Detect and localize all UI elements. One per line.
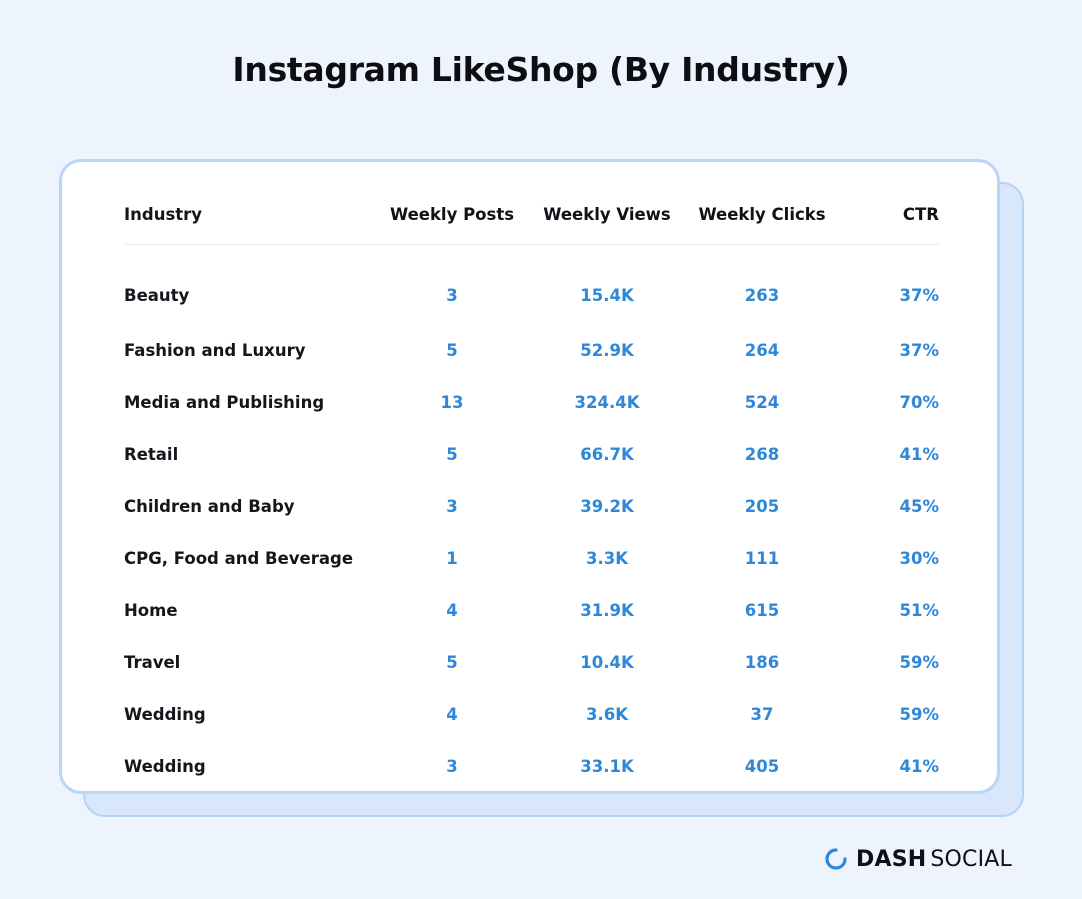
- industry-table: Industry Weekly Posts Weekly Views Weekl…: [124, 192, 939, 792]
- cell-weekly-clicks: 111: [744, 548, 780, 568]
- cell-weekly-clicks: 268: [744, 444, 780, 464]
- cell-weekly-posts: 3: [446, 496, 458, 516]
- cell-ctr: 45%: [899, 496, 940, 516]
- cell-weekly-clicks: 524: [744, 392, 780, 412]
- page-title: Instagram LikeShop (By Industry): [232, 50, 850, 89]
- cell-ctr: 59%: [899, 652, 940, 672]
- cell-weekly-posts: 4: [446, 704, 458, 724]
- column-header-weekly-clicks: Weekly Clicks: [692, 192, 832, 245]
- cell-weekly-views: 10.4K: [580, 652, 634, 672]
- table-row: Beauty 3 15.4K 263 37%: [124, 244, 939, 324]
- cell-ctr: 51%: [899, 600, 940, 620]
- cell-weekly-posts: 5: [446, 340, 458, 360]
- table-row: Home 4 31.9K 615 51%: [124, 584, 939, 636]
- table-row: Media and Publishing 13 324.4K 524 70%: [124, 376, 939, 428]
- cell-weekly-clicks: 186: [744, 652, 780, 672]
- table-header-row: Industry Weekly Posts Weekly Views Weekl…: [124, 192, 939, 245]
- cell-ctr: 41%: [899, 444, 940, 464]
- cell-weekly-posts: 3: [446, 756, 458, 776]
- cell-industry: Beauty: [124, 285, 190, 305]
- cell-ctr: 59%: [899, 704, 940, 724]
- cell-weekly-views: 33.1K: [580, 756, 634, 776]
- cell-ctr: 70%: [899, 392, 940, 412]
- brand-logo: DASH SOCIAL: [825, 844, 1012, 874]
- cell-ctr: 30%: [899, 548, 940, 568]
- table-row: Retail 5 66.7K 268 41%: [124, 428, 939, 480]
- cell-weekly-posts: 5: [446, 444, 458, 464]
- table-row: Wedding 3 33.1K 405 41%: [124, 740, 939, 792]
- table-row: Children and Baby 3 39.2K 205 45%: [124, 480, 939, 532]
- cell-weekly-views: 324.4K: [574, 392, 640, 412]
- cell-weekly-clicks: 405: [744, 756, 780, 776]
- cell-industry: Wedding: [124, 704, 206, 724]
- cell-industry: CPG, Food and Beverage: [124, 548, 354, 568]
- cell-weekly-clicks: 615: [744, 600, 780, 620]
- dash-social-logo-icon: [825, 848, 847, 870]
- cell-industry: Travel: [124, 652, 181, 672]
- table-body: Beauty 3 15.4K 263 37% Fashion and Luxur…: [124, 244, 939, 792]
- table-row: Fashion and Luxury 5 52.9K 264 37%: [124, 324, 939, 376]
- cell-ctr: 37%: [899, 285, 940, 305]
- cell-weekly-clicks: 263: [744, 285, 780, 305]
- cell-weekly-views: 52.9K: [580, 340, 634, 360]
- cell-weekly-views: 3.3K: [585, 548, 628, 568]
- cell-industry: Children and Baby: [124, 496, 295, 516]
- cell-weekly-clicks: 37: [750, 704, 774, 724]
- cell-weekly-views: 39.2K: [580, 496, 634, 516]
- table-row: Travel 5 10.4K 186 59%: [124, 636, 939, 688]
- table-row: Wedding 4 3.6K 37 59%: [124, 688, 939, 740]
- brand-name-bold: DASH: [856, 846, 927, 872]
- column-header-weekly-posts: Weekly Posts: [382, 192, 522, 245]
- column-header-ctr: CTR: [832, 192, 939, 245]
- cell-industry: Home: [124, 600, 178, 620]
- column-header-industry: Industry: [124, 192, 382, 245]
- cell-weekly-clicks: 205: [744, 496, 780, 516]
- cell-industry: Fashion and Luxury: [124, 340, 306, 360]
- table-row: CPG, Food and Beverage 1 3.3K 111 30%: [124, 532, 939, 584]
- cell-weekly-views: 31.9K: [580, 600, 634, 620]
- brand-name-light: SOCIAL: [930, 846, 1012, 872]
- cell-weekly-posts: 5: [446, 652, 458, 672]
- cell-industry: Media and Publishing: [124, 392, 325, 412]
- column-header-weekly-views: Weekly Views: [522, 192, 692, 245]
- cell-weekly-views: 3.6K: [585, 704, 628, 724]
- cell-weekly-clicks: 264: [744, 340, 780, 360]
- cell-industry: Wedding: [124, 756, 206, 776]
- cell-weekly-posts: 3: [446, 285, 458, 305]
- cell-weekly-views: 15.4K: [580, 285, 634, 305]
- cell-weekly-posts: 13: [440, 392, 464, 412]
- table-card: Industry Weekly Posts Weekly Views Weekl…: [59, 159, 1000, 794]
- cell-weekly-posts: 4: [446, 600, 458, 620]
- cell-ctr: 37%: [899, 340, 940, 360]
- cell-industry: Retail: [124, 444, 179, 464]
- cell-ctr: 41%: [899, 756, 940, 776]
- cell-weekly-views: 66.7K: [580, 444, 634, 464]
- cell-weekly-posts: 1: [446, 548, 458, 568]
